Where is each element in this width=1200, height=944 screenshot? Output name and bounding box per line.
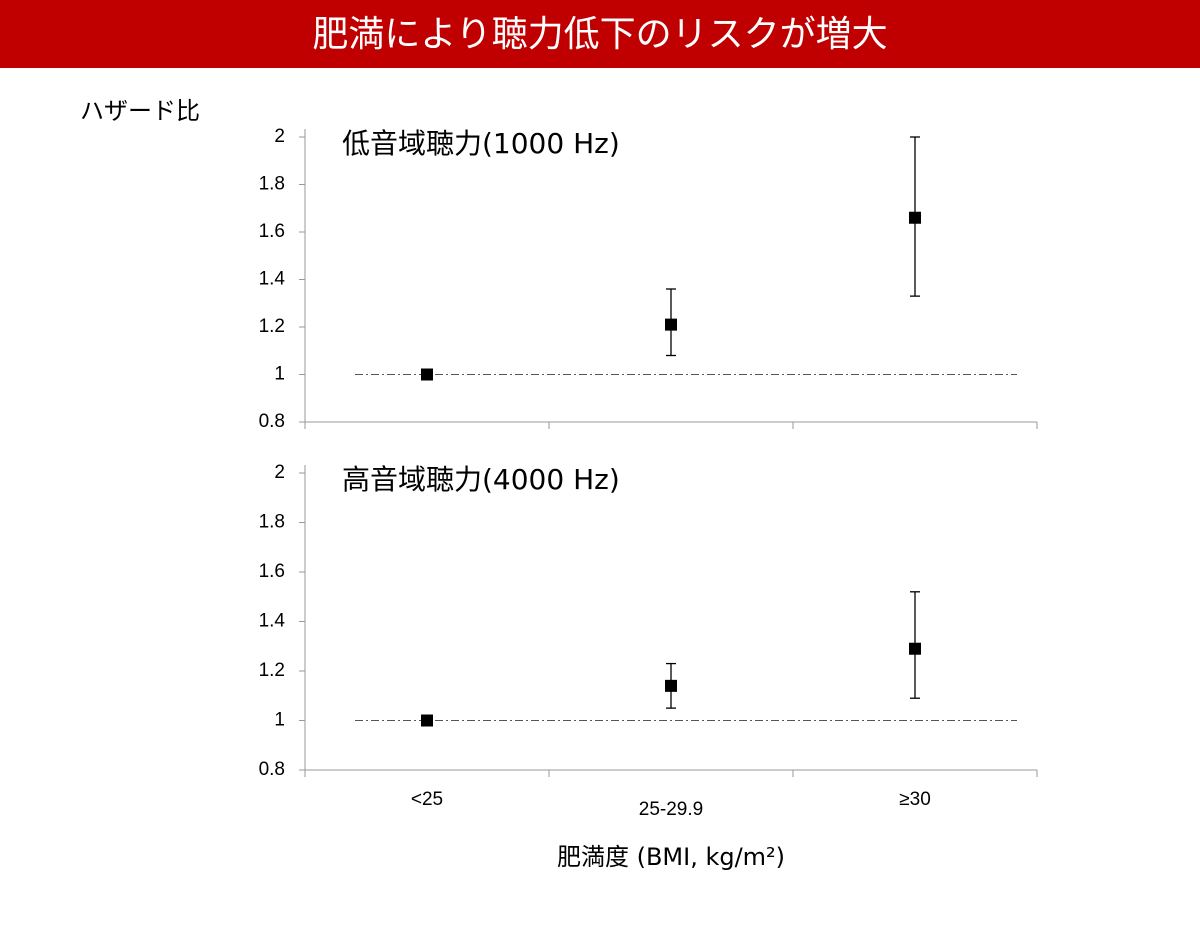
y-tick-label: 1.4: [259, 611, 286, 632]
y-tick-label: 1.2: [259, 316, 285, 337]
y-tick-label: 1.8: [259, 174, 285, 195]
y-tick-label: 2: [274, 126, 285, 147]
y-tick-label: 2: [274, 462, 285, 483]
y-tick-label: 1: [274, 364, 285, 385]
y-tick-label: 1.6: [259, 221, 285, 242]
panel-title: 低音域聴力(1000 Hz): [342, 127, 620, 160]
y-tick-label: 1.8: [259, 512, 285, 533]
point: [421, 714, 433, 727]
point: [421, 368, 433, 381]
panel-title: 高音域聴力(4000 Hz): [342, 463, 620, 496]
x-tick-label: <25: [411, 789, 443, 810]
page-title: 肥満により聴力低下のリスクが増大: [312, 14, 887, 55]
y-tick-label: 0.8: [259, 759, 285, 780]
y-axis-label: ハザード比: [80, 97, 200, 125]
point: [665, 318, 677, 331]
point: [909, 642, 921, 655]
y-tick-label: 1.6: [259, 561, 285, 582]
header-bar: [0, 0, 1200, 68]
y-tick-label: 1.4: [259, 269, 286, 290]
x-tick-label: 25-29.9: [639, 799, 703, 820]
point: [665, 679, 677, 692]
y-tick-label: 1: [274, 710, 285, 731]
x-tick-label: ≥30: [899, 789, 931, 810]
point: [909, 211, 921, 224]
x-axis-label: 肥満度 (BMI, kg/m²): [557, 843, 785, 871]
y-tick-label: 1.2: [259, 660, 285, 681]
y-tick-label: 0.8: [259, 411, 285, 432]
